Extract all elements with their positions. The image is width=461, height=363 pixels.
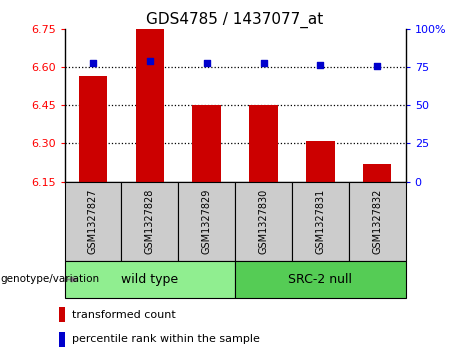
- Point: [203, 61, 210, 66]
- Point: [146, 58, 154, 64]
- Text: GSM1327831: GSM1327831: [315, 189, 325, 254]
- Text: SRC-2 null: SRC-2 null: [289, 273, 352, 286]
- Text: wild type: wild type: [121, 273, 178, 286]
- Point: [373, 63, 381, 69]
- Text: GSM1327827: GSM1327827: [88, 189, 98, 254]
- Bar: [65, 182, 121, 261]
- Text: GSM1327832: GSM1327832: [372, 189, 382, 254]
- Bar: [178, 182, 235, 261]
- Text: GSM1327828: GSM1327828: [145, 189, 155, 254]
- Point: [89, 61, 97, 66]
- Bar: [349, 182, 406, 261]
- Bar: [363, 164, 391, 182]
- Bar: [249, 105, 278, 182]
- Bar: [193, 105, 221, 182]
- Bar: [136, 29, 164, 182]
- Bar: [59, 332, 65, 347]
- Text: GSM1327830: GSM1327830: [259, 189, 269, 254]
- Title: GDS4785 / 1437077_at: GDS4785 / 1437077_at: [147, 12, 324, 28]
- Bar: [59, 307, 65, 322]
- Text: percentile rank within the sample: percentile rank within the sample: [72, 334, 260, 344]
- Bar: [121, 182, 178, 261]
- Bar: [235, 261, 406, 298]
- Bar: [235, 182, 292, 261]
- Text: transformed count: transformed count: [72, 310, 176, 320]
- Point: [260, 61, 267, 66]
- Bar: [306, 141, 335, 182]
- Point: [317, 62, 324, 68]
- Text: genotype/variation: genotype/variation: [0, 274, 99, 284]
- Bar: [79, 76, 107, 182]
- Text: GSM1327829: GSM1327829: [201, 189, 212, 254]
- Bar: [292, 182, 349, 261]
- Bar: [65, 261, 235, 298]
